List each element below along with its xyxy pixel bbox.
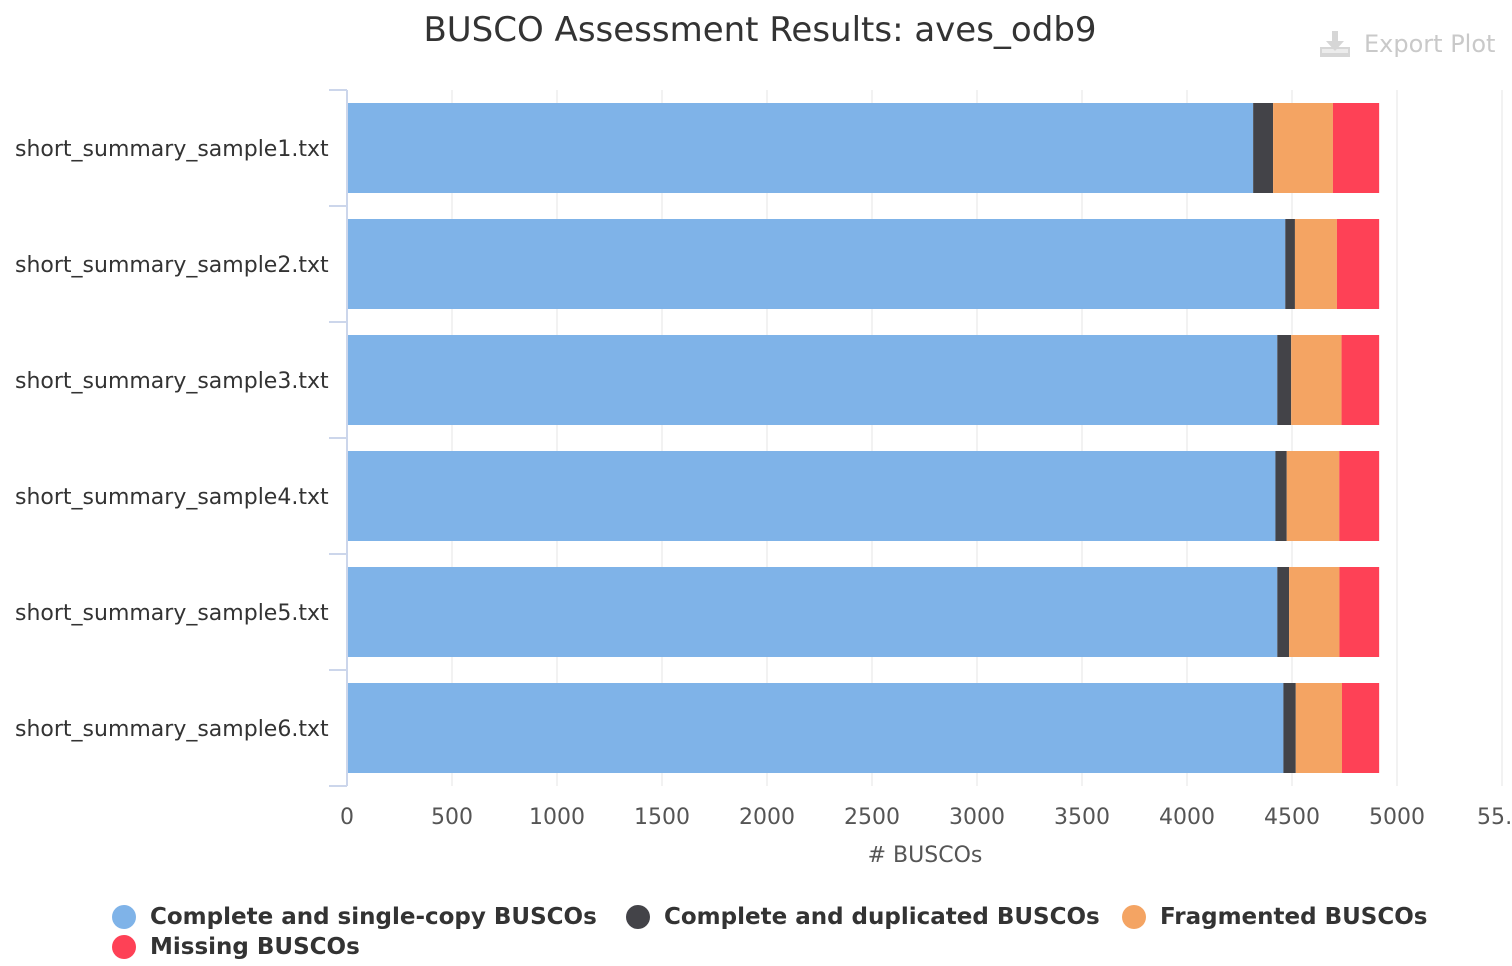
axis-labels: 0 500 1000 1500 2000 2500 3000 3500 4000 4500 5000…: [15, 137, 1512, 830]
bar-segment[interactable]: [1286, 451, 1340, 541]
download-icon: [1320, 31, 1350, 57]
x-tick-label: 55…: [1477, 805, 1512, 830]
x-tick-label: 0: [340, 805, 354, 830]
x-tick-label: 3000: [949, 805, 1005, 830]
category-label: short_summary_sample6.txt: [15, 717, 329, 742]
bar-segment[interactable]: [1277, 335, 1292, 425]
bar-segment[interactable]: [1289, 567, 1340, 657]
legend-item[interactable]: Complete and duplicated BUSCOs: [626, 902, 1122, 932]
bar-segment[interactable]: [1295, 683, 1342, 773]
export-plot-button[interactable]: Export Plot: [1318, 26, 1495, 62]
x-tick-label: 2000: [739, 805, 795, 830]
chart-title: BUSCO Assessment Results: aves_odb9: [423, 10, 1097, 50]
axes: [329, 89, 348, 787]
legend-item[interactable]: Fragmented BUSCOs: [1122, 902, 1492, 932]
bar-segment[interactable]: [347, 335, 1278, 425]
category-label: short_summary_sample1.txt: [15, 137, 329, 162]
bar-segment[interactable]: [1341, 335, 1380, 425]
x-tick-label: 1500: [634, 805, 690, 830]
bar-segment[interactable]: [1291, 335, 1342, 425]
category-label: short_summary_sample5.txt: [15, 601, 329, 626]
export-plot-label: Export Plot: [1364, 30, 1496, 58]
bar-segment[interactable]: [1277, 567, 1290, 657]
bar-series: [347, 103, 1380, 773]
category-label: short_summary_sample3.txt: [15, 369, 329, 394]
legend-marker: [1122, 905, 1146, 929]
bar-segment[interactable]: [347, 567, 1278, 657]
x-tick-label: 5000: [1369, 805, 1425, 830]
bar-segment[interactable]: [1273, 103, 1333, 193]
bar-segment[interactable]: [1339, 451, 1380, 541]
x-tick-label: 2500: [844, 805, 900, 830]
x-tick-label: 1000: [529, 805, 585, 830]
legend-marker: [112, 905, 136, 929]
category-label: short_summary_sample2.txt: [15, 253, 329, 278]
bar-segment[interactable]: [1283, 683, 1296, 773]
bar-segment[interactable]: [1275, 451, 1287, 541]
bar-segment[interactable]: [347, 103, 1254, 193]
legend-item[interactable]: Complete and single-copy BUSCOs: [112, 902, 626, 932]
bar-segment[interactable]: [1339, 567, 1380, 657]
legend-label: Complete and duplicated BUSCOs: [664, 904, 1100, 930]
x-tick-label: 500: [431, 805, 473, 830]
x-tick-label: 4000: [1159, 805, 1215, 830]
bar-segment[interactable]: [347, 683, 1284, 773]
bar-segment[interactable]: [1332, 103, 1380, 193]
x-tick-label: 3500: [1054, 805, 1110, 830]
category-label: short_summary_sample4.txt: [15, 485, 329, 510]
legend-item[interactable]: Missing BUSCOs: [112, 932, 512, 962]
grid-lines: [451, 90, 1503, 786]
x-tick-label: 4500: [1264, 805, 1320, 830]
legend-label: Fragmented BUSCOs: [1160, 904, 1428, 930]
bar-segment[interactable]: [1294, 219, 1337, 309]
legend-marker: [626, 905, 650, 929]
bar-segment[interactable]: [347, 451, 1276, 541]
legend: Complete and single-copy BUSCOs Complete …: [112, 902, 1492, 962]
bar-segment[interactable]: [347, 219, 1286, 309]
bar-segment[interactable]: [1341, 683, 1380, 773]
bar-segment[interactable]: [1253, 103, 1274, 193]
x-axis-title: # BUSCOs: [868, 843, 983, 868]
bar-chart: 0 500 1000 1500 2000 2500 3000 3500 4000 4500 5000…: [15, 89, 1512, 868]
bar-segment[interactable]: [1285, 219, 1295, 309]
bar-segment[interactable]: [1336, 219, 1380, 309]
legend-marker: [112, 935, 136, 959]
legend-label: Complete and single-copy BUSCOs: [150, 904, 597, 930]
legend-label: Missing BUSCOs: [150, 934, 360, 960]
